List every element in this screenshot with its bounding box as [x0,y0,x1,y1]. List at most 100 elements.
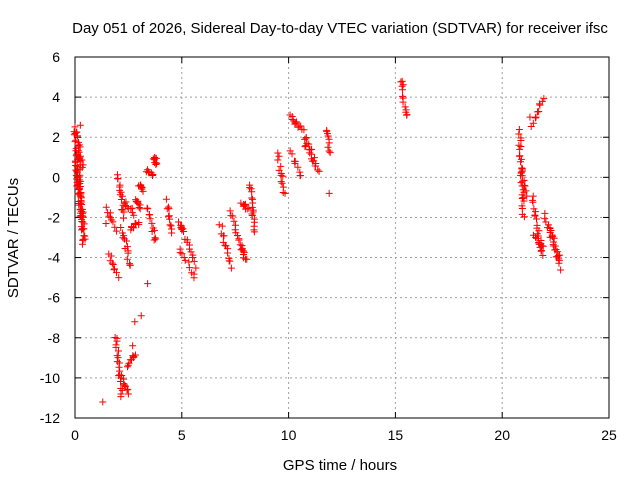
data-point [218,222,226,230]
data-point [119,234,127,242]
data-point [540,95,548,103]
data-point [124,249,132,257]
data-point [120,381,128,389]
data-point [305,140,313,148]
data-point [526,113,534,121]
data-point [109,261,117,269]
data-point [293,118,301,126]
data-point [288,150,296,158]
data-point [145,210,153,218]
data-point [143,204,151,212]
data-point [79,212,87,220]
data-point [126,261,134,269]
data-point [279,188,287,196]
data-point [112,227,120,235]
x-tick-label: 5 [178,427,186,443]
data-point [556,251,564,259]
data-point [185,264,193,272]
data-point [116,371,124,379]
data-point [243,255,251,263]
data-point [109,218,117,226]
data-point [274,156,282,164]
data-point [180,254,188,262]
data-point [108,259,116,267]
x-tick-label: 0 [71,427,79,443]
data-point [72,175,80,183]
data-point [519,194,527,202]
data-point [118,195,126,203]
y-tick-label: 4 [52,89,60,105]
data-point [517,137,525,145]
data-point [275,152,283,160]
data-point [278,179,286,187]
data-point [323,126,331,134]
data-point [515,125,523,133]
data-point [518,204,526,212]
data-point [551,242,559,250]
data-point [521,182,529,190]
data-point [136,205,144,213]
data-point [399,86,407,94]
data-point [247,185,255,193]
data-point [226,207,234,215]
data-point [325,139,333,147]
data-point [73,128,81,136]
data-point [81,235,89,243]
data-point [550,234,558,242]
data-point [137,312,145,320]
data-point [296,171,304,179]
data-point [532,113,540,121]
data-point [529,192,537,200]
data-point [187,248,195,256]
data-point [529,198,537,206]
data-point [76,121,84,129]
data-point [401,103,409,111]
data-point [517,158,525,166]
data-point [73,162,81,170]
data-point [250,228,258,236]
data-point [78,201,86,209]
data-point [73,132,81,140]
data-point [248,194,256,202]
data-point [178,250,186,258]
x-axis-label: GPS time / hours [283,457,397,474]
data-point [71,158,79,166]
data-point [230,217,238,225]
data-point [118,206,126,214]
data-point [248,188,256,196]
data-point [132,351,140,359]
data-point [150,236,158,244]
data-point [310,154,318,162]
data-point [123,363,131,371]
data-point [152,161,160,169]
data-point [129,342,137,350]
data-point [555,255,563,263]
data-point [529,119,537,127]
y-axis-label: SDTVAR / TECUs [5,178,22,298]
data-point [398,92,406,100]
data-point [102,203,110,211]
data-point [286,147,294,155]
data-point [78,240,86,248]
data-point [125,359,133,367]
data-point [235,235,243,243]
x-tick-label: 15 [388,427,404,443]
data-point [123,243,131,251]
data-point [105,212,113,220]
data-point [520,188,528,196]
data-point [281,189,289,197]
data-point [114,354,122,362]
data-point [515,141,523,149]
data-point [190,274,198,282]
data-point [231,226,239,234]
data-point [515,130,523,138]
y-tick-label: 0 [52,169,60,185]
data-point [516,145,524,153]
data-point [77,207,85,215]
data-point [80,225,88,233]
data-point [144,280,152,288]
x-tick-label: 25 [601,427,617,443]
data-point [71,138,79,146]
y-tick-label: -10 [40,370,60,386]
data-point [124,390,132,398]
